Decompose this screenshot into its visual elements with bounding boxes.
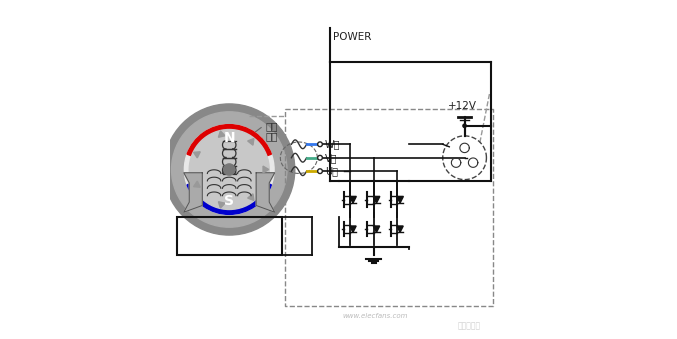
Polygon shape [397,226,403,232]
Polygon shape [397,196,403,203]
Text: 转子: 转子 [265,121,278,131]
Circle shape [318,142,322,147]
Polygon shape [373,196,380,203]
Circle shape [463,124,466,127]
Wedge shape [187,180,271,214]
Polygon shape [194,152,200,158]
Circle shape [190,129,269,210]
Text: U相: U相 [325,166,338,176]
Text: 电子发烧友: 电子发烧友 [458,321,481,330]
Text: POWER: POWER [333,32,371,42]
Text: V相: V相 [325,153,338,163]
Text: www.elecfans.com: www.elecfans.com [343,313,408,319]
Polygon shape [219,202,225,208]
Circle shape [184,125,274,214]
Text: 定子: 定子 [265,131,278,141]
Polygon shape [256,173,275,212]
Polygon shape [183,173,202,212]
Text: S: S [224,194,234,208]
Polygon shape [248,139,254,145]
Polygon shape [194,181,200,187]
Polygon shape [248,194,254,200]
Polygon shape [350,226,356,232]
Text: W相: W相 [325,139,341,149]
Polygon shape [219,131,225,137]
Circle shape [318,155,322,160]
Polygon shape [349,196,356,203]
Wedge shape [187,125,271,159]
Bar [177,217,282,255]
Polygon shape [263,166,269,173]
Circle shape [318,169,322,174]
Circle shape [171,112,287,227]
Polygon shape [373,226,380,232]
Text: N: N [223,131,235,145]
Text: +12V: +12V [448,101,477,111]
Circle shape [164,104,294,235]
Circle shape [223,164,235,175]
